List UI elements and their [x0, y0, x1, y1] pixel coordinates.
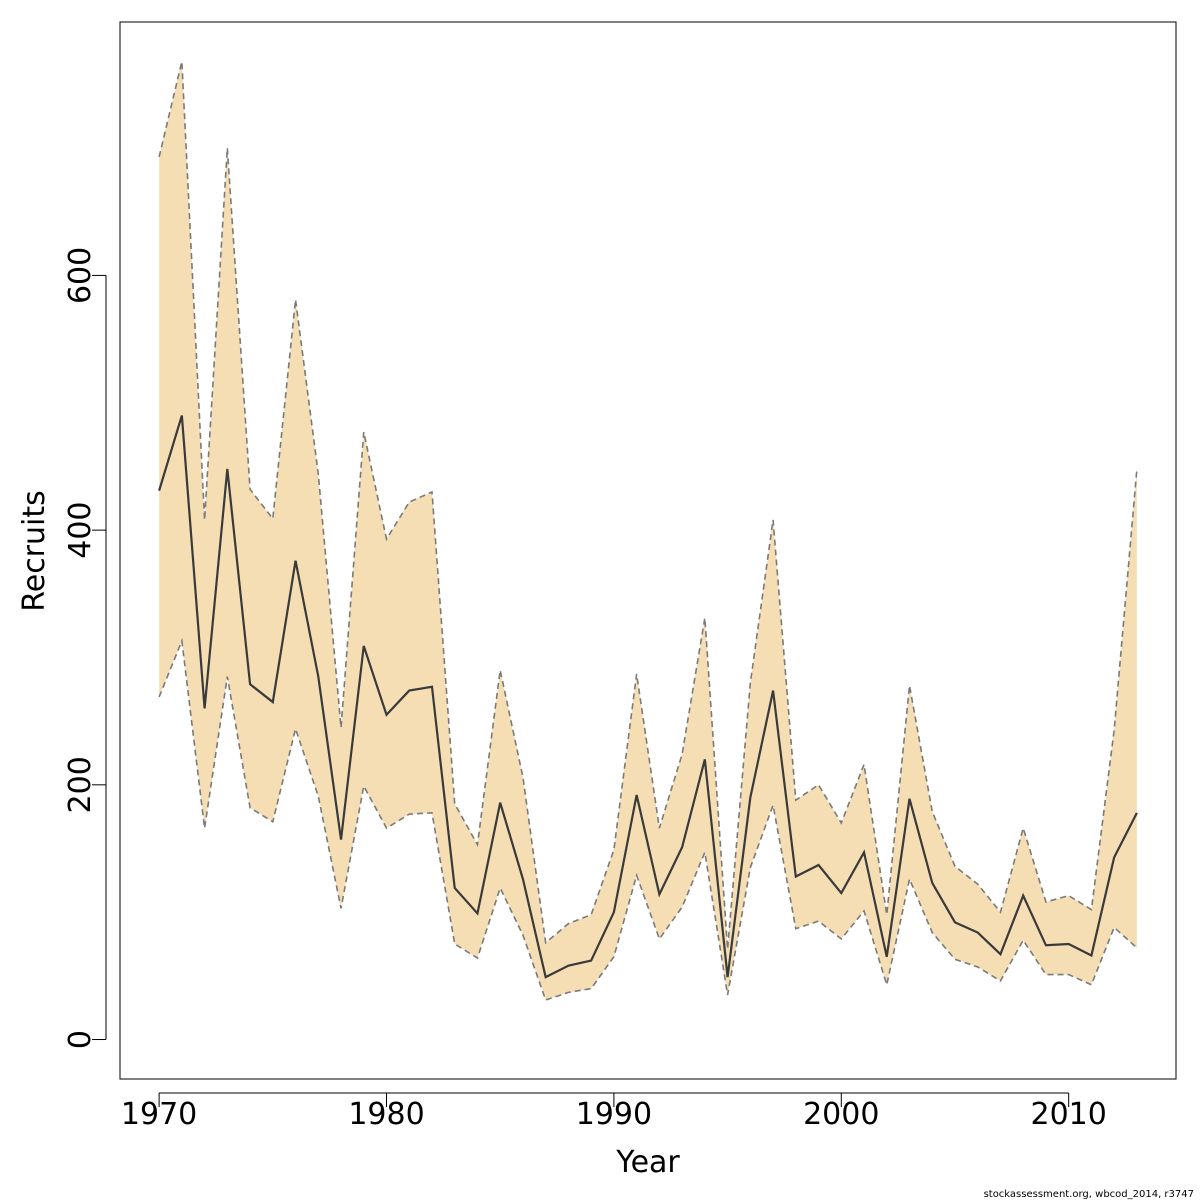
x-tick-label: 2010	[1030, 1097, 1106, 1132]
y-tick-label: 600	[63, 247, 98, 304]
footnote: stockassessment.org, wbcod_2014, r3747	[984, 1189, 1194, 1200]
x-tick-label: 1980	[348, 1097, 424, 1132]
x-tick-label: 1970	[121, 1097, 197, 1132]
lower-bound-line	[158, 637, 1138, 1002]
plot-frame	[119, 21, 1177, 1080]
y-tick-label: 400	[63, 501, 98, 558]
upper-bound-line	[158, 61, 1138, 950]
y-tick-label: 200	[63, 756, 98, 813]
estimate-line	[158, 415, 1138, 979]
x-tick-label: 2000	[803, 1097, 879, 1132]
y-tick-label: 0	[63, 1030, 98, 1049]
x-axis-title: Year	[615, 1145, 680, 1180]
y-axis-title: Recruits	[17, 490, 52, 612]
x-tick-label: 1990	[576, 1097, 652, 1132]
confidence-band	[159, 61, 1137, 1001]
